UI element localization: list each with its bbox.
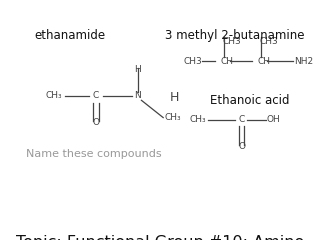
Text: 3 methyl 2-butanamine: 3 methyl 2-butanamine [165, 29, 305, 42]
Text: H: H [134, 65, 141, 74]
Text: H: H [170, 91, 179, 104]
Text: CH₃: CH₃ [190, 115, 206, 125]
Text: Topic: Functional Group #10: Amino
Acids: Topic: Functional Group #10: Amino Acids [16, 235, 304, 240]
Text: NH2: NH2 [294, 57, 314, 66]
Text: OH: OH [266, 115, 280, 125]
Text: O: O [92, 118, 100, 127]
Text: CH3: CH3 [184, 57, 203, 66]
Text: O: O [238, 142, 245, 151]
Text: Ethanoic acid: Ethanoic acid [210, 94, 289, 107]
Text: CH₃: CH₃ [165, 114, 181, 122]
Text: CH: CH [221, 57, 234, 66]
Text: CH: CH [258, 57, 271, 66]
Text: CH₃: CH₃ [46, 91, 62, 101]
Text: C: C [238, 115, 245, 125]
Text: CH3: CH3 [222, 37, 241, 46]
Text: Name these compounds: Name these compounds [26, 149, 161, 159]
Text: C: C [93, 91, 99, 101]
Text: ethanamide: ethanamide [35, 29, 106, 42]
Text: CH3: CH3 [259, 37, 278, 46]
Text: N: N [134, 91, 141, 101]
